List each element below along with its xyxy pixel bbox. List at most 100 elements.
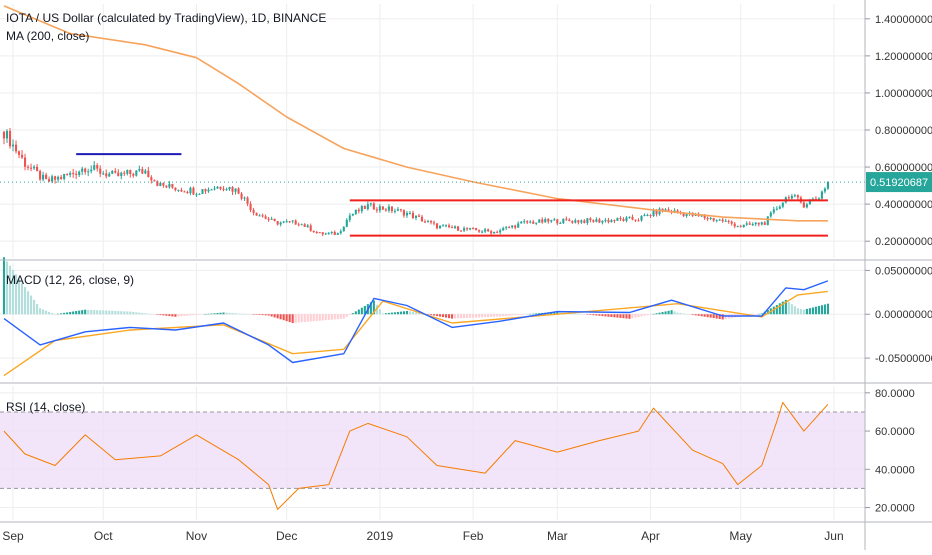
macd-histogram-bar	[796, 308, 799, 315]
macd-histogram-bar	[694, 314, 697, 316]
candle-body	[664, 209, 667, 211]
price-axis-label: 1.20000000	[875, 51, 932, 63]
candle-body	[637, 220, 640, 222]
macd-histogram-bar	[481, 314, 484, 318]
macd-histogram-bar	[757, 313, 760, 315]
macd-histogram-bar	[667, 310, 670, 315]
macd-histogram-bar	[426, 314, 430, 315]
macd-histogram-bar	[348, 314, 351, 315]
macd-histogram-bar	[772, 306, 775, 315]
rsi-axis-label: 60.0000	[875, 426, 915, 438]
macd-histogram-bar	[625, 314, 628, 319]
macd-histogram-bar	[36, 304, 39, 315]
candle-body	[399, 209, 402, 211]
time-axis-label: Feb	[463, 529, 484, 543]
ma-200-line	[3, 5, 828, 222]
macd-histogram-bar	[619, 314, 622, 318]
last-price-label: 0.51920687	[870, 177, 928, 189]
macd-histogram-bar	[240, 313, 243, 315]
price-axis-label: 0.80000000	[875, 125, 932, 137]
axes[interactable]: Sep Oct Nov Dec 2019 Feb Mar Apr May Jun 1.4000000…	[2, 14, 932, 543]
candle-body	[327, 232, 330, 234]
grid	[0, 4, 865, 520]
candle-body	[279, 222, 282, 225]
candle-body	[255, 212, 258, 216]
macd-histogram-bar	[237, 313, 240, 315]
candle-body	[796, 195, 799, 198]
macd-histogram-bar	[435, 314, 439, 317]
macd-histogram-bar	[252, 314, 255, 315]
candle-body	[144, 170, 147, 174]
macd-histogram-bar	[189, 314, 192, 316]
macd-histogram-bar	[81, 310, 84, 315]
candle-body	[426, 221, 430, 223]
candle-body	[709, 218, 712, 220]
macd-histogram-bar	[811, 307, 814, 315]
macd-histogram-bar	[469, 314, 472, 318]
macd-histogram-bar	[676, 312, 679, 315]
macd-histogram	[2, 257, 829, 323]
macd-histogram-bar	[408, 311, 412, 315]
candle-body	[742, 224, 745, 228]
candle-body	[493, 231, 496, 234]
candle-body	[586, 218, 589, 223]
candle-body	[303, 224, 306, 227]
candle-body	[667, 209, 670, 211]
candle-body	[309, 225, 312, 231]
macd-histogram-bar	[27, 291, 30, 315]
macd-histogram-bar	[493, 314, 496, 317]
candle-body	[826, 181, 829, 189]
macd-histogram-bar	[5, 261, 9, 315]
macd-histogram-bar	[222, 312, 225, 315]
macd-histogram-bar	[381, 313, 384, 315]
candle-body	[51, 176, 54, 182]
macd-histogram-bar	[637, 314, 640, 317]
macd-histogram-bar	[673, 311, 676, 315]
candle-body	[598, 219, 601, 223]
macd-histogram-bar	[192, 314, 195, 316]
macd-histogram-bar	[799, 309, 802, 315]
macd-histogram-bar	[390, 312, 393, 315]
macd-histogram-bar	[429, 314, 433, 316]
macd-histogram-bar	[751, 314, 754, 315]
macd-histogram-bar	[267, 314, 270, 316]
last-price-tag	[866, 172, 932, 193]
candle-body	[66, 173, 69, 175]
candle-body	[601, 220, 604, 223]
macd-histogram-bar	[288, 314, 291, 323]
candle-body	[408, 212, 412, 214]
candle-body	[72, 172, 75, 174]
macd-histogram-bar	[784, 299, 787, 315]
macd-histogram-bar	[646, 314, 649, 316]
macd-histogram-bar	[712, 314, 715, 319]
candle-body	[384, 209, 387, 211]
macd-histogram-bar	[754, 314, 757, 315]
macd-histogram-bar	[207, 313, 210, 315]
candle-body	[8, 130, 12, 147]
candle-body	[123, 172, 126, 174]
macd-histogram-bar	[781, 301, 784, 315]
candle-body	[69, 172, 72, 175]
macd-histogram-bar	[685, 313, 688, 315]
time-axis-label: Nov	[186, 529, 207, 543]
candle-body	[559, 222, 562, 224]
candle-body	[721, 219, 724, 222]
macd-histogram-bar	[384, 313, 387, 315]
candle-body	[405, 212, 408, 216]
macd-histogram-bar	[318, 314, 321, 321]
macd-title: MACD (12, 26, close, 9)	[6, 273, 134, 287]
candle-body	[532, 221, 535, 224]
candle-body	[30, 167, 33, 169]
macd-histogram-bar	[357, 309, 360, 315]
candle-body	[766, 216, 769, 225]
candle-body	[99, 168, 102, 174]
macd-histogram-bar	[255, 314, 258, 315]
macd-histogram-bar	[463, 314, 466, 319]
candle-body	[568, 219, 571, 222]
candle-body	[487, 229, 490, 232]
rsi-title: RSI (14, close)	[6, 400, 85, 414]
macd-histogram-bar	[826, 303, 829, 315]
candle-body	[285, 221, 288, 223]
macd-histogram-bar	[216, 313, 219, 315]
candle-body	[475, 228, 478, 231]
